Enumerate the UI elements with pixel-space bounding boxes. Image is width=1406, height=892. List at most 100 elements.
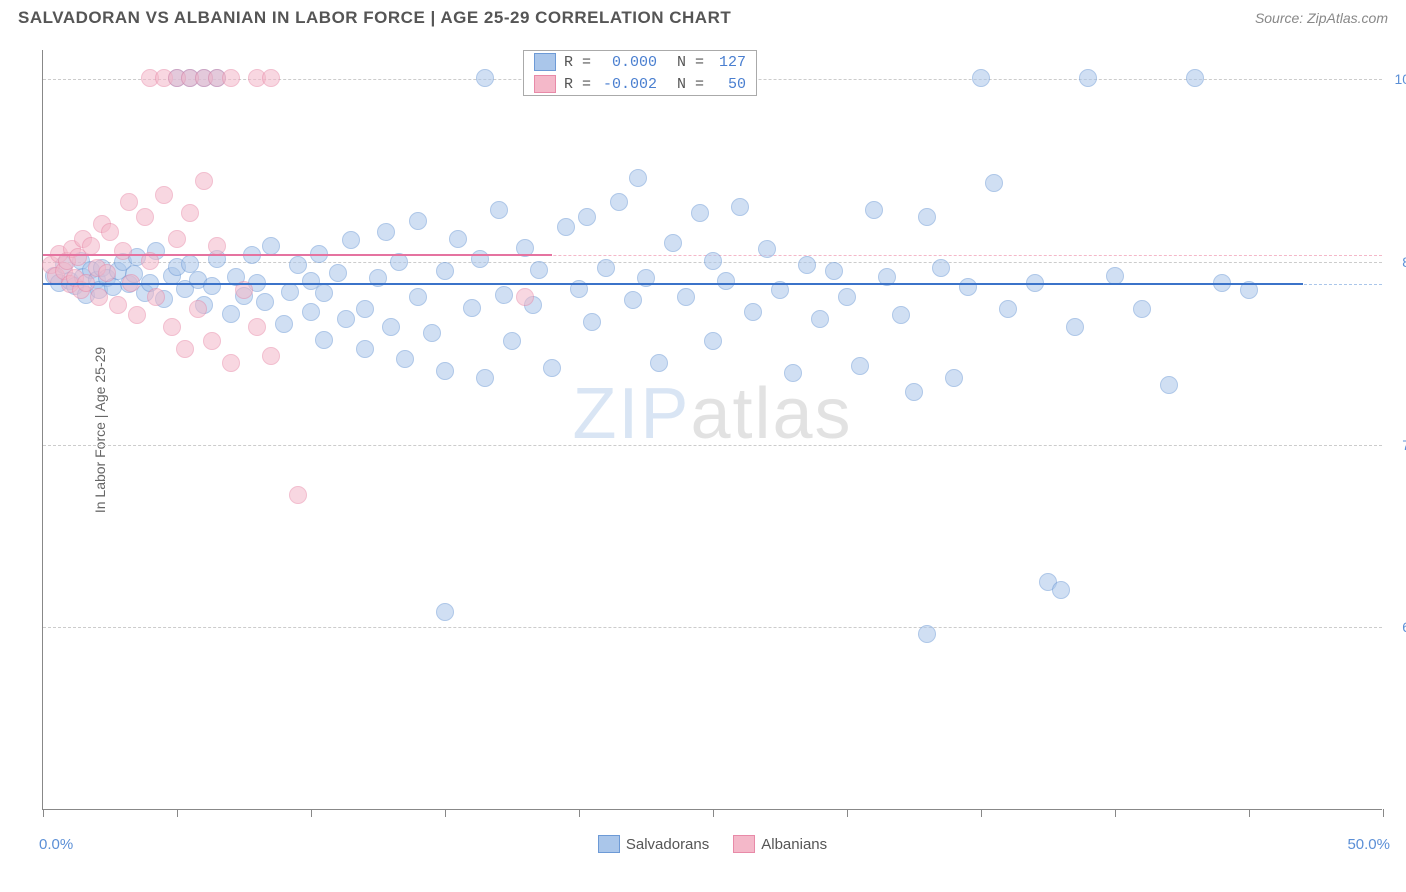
y-tick-label: 100.0%	[1395, 71, 1406, 87]
data-point	[865, 201, 883, 219]
legend-correlation: R =0.000N =127R =-0.002N =50	[523, 50, 757, 96]
data-point	[476, 69, 494, 87]
data-point	[557, 218, 575, 236]
trendline	[43, 283, 1303, 285]
legend-n-label: N =	[677, 76, 704, 93]
x-tick	[1383, 809, 1384, 817]
data-point	[222, 305, 240, 323]
data-point	[932, 259, 950, 277]
data-point	[959, 278, 977, 296]
data-point	[744, 303, 762, 321]
data-point	[90, 288, 108, 306]
legend-row: R =-0.002N =50	[524, 73, 756, 95]
data-point	[248, 318, 266, 336]
data-point	[691, 204, 709, 222]
data-point	[530, 261, 548, 279]
data-point	[918, 208, 936, 226]
data-point	[583, 313, 601, 331]
legend-swatch	[598, 835, 620, 853]
data-point	[918, 625, 936, 643]
chart-area: In Labor Force | Age 25-29 62.5%75.0%87.…	[42, 50, 1382, 810]
x-axis-min-label: 0.0%	[39, 836, 73, 853]
data-point	[495, 286, 513, 304]
x-tick	[847, 809, 848, 817]
data-point	[315, 284, 333, 302]
data-point	[597, 259, 615, 277]
data-point	[436, 603, 454, 621]
data-point	[758, 240, 776, 258]
data-point	[203, 277, 221, 295]
data-point	[851, 357, 869, 375]
legend-n-label: N =	[677, 54, 704, 71]
data-point	[382, 318, 400, 336]
data-point	[163, 318, 181, 336]
y-tick-label: 87.5%	[1402, 254, 1406, 270]
data-point	[262, 347, 280, 365]
x-tick	[981, 809, 982, 817]
data-point	[449, 230, 467, 248]
data-point	[972, 69, 990, 87]
data-point	[147, 288, 165, 306]
data-point	[892, 306, 910, 324]
x-tick	[713, 809, 714, 817]
data-point	[256, 293, 274, 311]
x-tick	[1115, 809, 1116, 817]
data-point	[329, 264, 347, 282]
data-point	[624, 291, 642, 309]
legend-n-value: 127	[712, 54, 746, 71]
data-point	[203, 332, 221, 350]
x-tick	[445, 809, 446, 817]
data-point	[390, 253, 408, 271]
data-point	[168, 230, 186, 248]
legend-n-value: 50	[712, 76, 746, 93]
data-point	[128, 306, 146, 324]
data-point	[275, 315, 293, 333]
legend-series-label: Salvadorans	[626, 836, 709, 853]
data-point	[195, 172, 213, 190]
data-point	[905, 383, 923, 401]
data-point	[98, 264, 116, 282]
data-point	[717, 272, 735, 290]
data-point	[136, 208, 154, 226]
legend-series: Salvadorans Albanians	[43, 835, 1382, 853]
data-point	[377, 223, 395, 241]
data-point	[281, 283, 299, 301]
data-point	[677, 288, 695, 306]
data-point	[176, 340, 194, 358]
data-point	[999, 300, 1017, 318]
x-tick	[311, 809, 312, 817]
trendline	[43, 254, 552, 256]
data-point	[503, 332, 521, 350]
data-point	[838, 288, 856, 306]
x-tick	[177, 809, 178, 817]
y-tick-label: 62.5%	[1402, 619, 1406, 635]
x-tick	[43, 809, 44, 817]
x-tick	[1249, 809, 1250, 817]
data-point	[731, 198, 749, 216]
data-point	[704, 252, 722, 270]
legend-r-label: R =	[564, 76, 591, 93]
data-point	[463, 299, 481, 317]
y-tick-label: 75.0%	[1402, 437, 1406, 453]
data-point	[222, 69, 240, 87]
data-point	[114, 242, 132, 260]
data-point	[423, 324, 441, 342]
data-point	[490, 201, 508, 219]
plot-area: 62.5%75.0%87.5%100.0%	[43, 50, 1382, 809]
legend-r-label: R =	[564, 54, 591, 71]
gridline	[43, 445, 1382, 446]
data-point	[289, 256, 307, 274]
data-point	[120, 193, 138, 211]
legend-series-label: Albanians	[761, 836, 827, 853]
data-point	[302, 303, 320, 321]
data-point	[208, 237, 226, 255]
data-point	[409, 288, 427, 306]
data-point	[578, 208, 596, 226]
data-point	[155, 186, 173, 204]
gridline	[43, 627, 1382, 628]
chart-title: SALVADORAN VS ALBANIAN IN LABOR FORCE | …	[18, 8, 731, 28]
data-point	[396, 350, 414, 368]
legend-series-item: Albanians	[733, 835, 827, 853]
data-point	[1106, 267, 1124, 285]
data-point	[798, 256, 816, 274]
